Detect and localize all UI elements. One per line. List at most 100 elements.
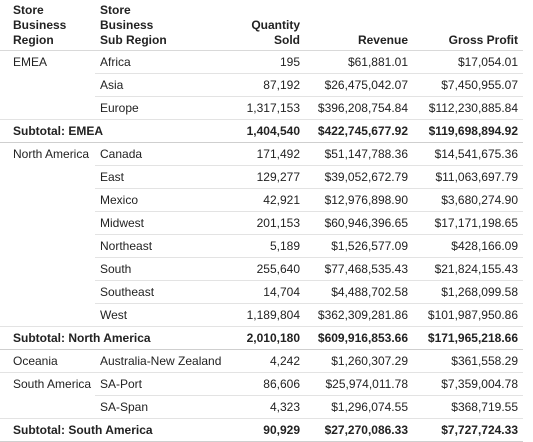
table-row[interactable]: South America SA-Port 86,606 $25,974,011.78… [0, 372, 523, 396]
cell-quantity: 201,153 [229, 211, 305, 235]
table-row[interactable]: East 129,277 $39,052,672.79 $11,063,697.79 [0, 165, 523, 189]
cell-subregion: South [95, 257, 229, 281]
table-row[interactable]: Midwest 201,153 $60,946,396.65 $17,171,198.… [0, 211, 523, 235]
cell-revenue: $61,881.01 [305, 50, 413, 74]
table-row[interactable]: Mexico 42,921 $12,976,898.90 $3,680,274.90 [0, 188, 523, 212]
cell-region [0, 189, 95, 212]
table-row[interactable]: Oceania Australia-New Zealand 4,242 $1,260,… [0, 349, 523, 373]
cell-quantity: 129,277 [229, 165, 305, 189]
subtotal-label: Subtotal: EMEA [0, 119, 229, 143]
cell-gross-profit: $17,171,198.65 [413, 211, 523, 235]
cell-subregion: SA-Span [95, 395, 229, 419]
subtotal-row: Subtotal: South America 90,929 $27,270,086… [0, 418, 523, 442]
cell-revenue: $1,296,074.55 [305, 395, 413, 419]
cell-gross-profit: $7,359,004.78 [413, 372, 523, 396]
table-row[interactable]: South 255,640 $77,468,535.43 $21,824,155.43 [0, 257, 523, 281]
table-row[interactable]: SA-Span 4,323 $1,296,074.55 $368,719.55 [0, 395, 523, 419]
cell-subregion: SA-Port [95, 372, 229, 396]
cell-quantity: 86,606 [229, 372, 305, 396]
cell-revenue: $51,147,788.36 [305, 142, 413, 166]
cell-quantity: 255,640 [229, 257, 305, 281]
cell-gross-profit: $368,719.55 [413, 395, 523, 419]
cell-quantity: 42,921 [229, 188, 305, 212]
table-row[interactable]: Asia 87,192 $26,475,042.07 $7,450,955.07 [0, 73, 523, 97]
subtotal-label: Subtotal: South America [0, 418, 229, 442]
cell-region [0, 212, 95, 235]
cell-quantity: 5,189 [229, 234, 305, 258]
table-row[interactable]: West 1,189,804 $362,309,281.86 $101,987,950… [0, 303, 523, 327]
cell-gross-profit: $101,987,950.86 [413, 303, 523, 327]
cell-subregion: Southeast [95, 280, 229, 304]
cell-gross-profit: $14,541,675.36 [413, 142, 523, 166]
table-row[interactable]: Europe 1,317,153 $396,208,754.84 $112,230,8… [0, 96, 523, 120]
table-body: EMEA Africa 195 $61,881.01 $17,054.01 Asia 87,… [0, 50, 523, 442]
cell-revenue: $4,488,702.58 [305, 280, 413, 304]
cell-revenue: $422,745,677.92 [305, 119, 413, 143]
column-header-subregion[interactable]: Store Business Sub Region [95, 0, 229, 51]
cell-region [0, 166, 95, 189]
table-row[interactable]: North America Canada 171,492 $51,147,788.36… [0, 142, 523, 166]
cell-revenue: $39,052,672.79 [305, 165, 413, 189]
cell-region: North America [13, 147, 90, 162]
cell-region: EMEA [13, 55, 48, 70]
table-row[interactable]: EMEA Africa 195 $61,881.01 $17,054.01 [0, 50, 523, 74]
cell-quantity: 2,010,180 [229, 326, 305, 350]
cell-quantity: 90,929 [229, 418, 305, 442]
cell-region [0, 303, 95, 327]
column-header-quantity[interactable]: Quantity Sold [229, 0, 305, 51]
cell-revenue: $26,475,042.07 [305, 73, 413, 97]
cell-quantity: 4,242 [229, 349, 305, 373]
cell-gross-profit: $17,054.01 [413, 50, 523, 74]
cell-revenue: $396,208,754.84 [305, 96, 413, 120]
header-row: Store Business Region Store Business Sub… [0, 0, 523, 51]
cell-gross-profit: $112,230,885.84 [413, 96, 523, 120]
cell-region: South America [13, 377, 92, 392]
cell-subregion: Europe [95, 96, 229, 120]
cell-region [0, 395, 95, 419]
cell-subregion: Asia [95, 73, 229, 97]
cell-quantity: 195 [229, 50, 305, 74]
cell-quantity: 171,492 [229, 142, 305, 166]
subtotal-row: Subtotal: EMEA 1,404,540 $422,745,677.92 $1… [0, 119, 523, 143]
cell-gross-profit: $171,965,218.66 [413, 326, 523, 350]
cell-revenue: $27,270,086.33 [305, 418, 413, 442]
cell-quantity: 1,317,153 [229, 96, 305, 120]
column-header-region[interactable]: Store Business Region [0, 0, 95, 51]
subtotal-row: Subtotal: North America 2,010,180 $609,916… [0, 326, 523, 350]
cell-revenue: $609,916,853.66 [305, 326, 413, 350]
cell-region [0, 235, 95, 258]
cell-revenue: $60,946,396.65 [305, 211, 413, 235]
cell-revenue: $12,976,898.90 [305, 188, 413, 212]
cell-subregion: Canada [95, 142, 229, 166]
cell-region [0, 258, 95, 281]
cell-revenue: $77,468,535.43 [305, 257, 413, 281]
cell-subregion: Australia-New Zealand [95, 349, 229, 373]
table-row[interactable]: Southeast 14,704 $4,488,702.58 $1,268,099.5… [0, 280, 523, 304]
cell-gross-profit: $21,824,155.43 [413, 257, 523, 281]
cell-gross-profit: $11,063,697.79 [413, 165, 523, 189]
cell-revenue: $1,260,307.29 [305, 349, 413, 373]
cell-region [0, 74, 95, 97]
cell-region: Oceania [0, 349, 95, 373]
table-row[interactable]: Northeast 5,189 $1,526,577.09 $428,166.09 [0, 234, 523, 258]
cell-gross-profit: $7,727,724.33 [413, 418, 523, 442]
cell-quantity: 4,323 [229, 395, 305, 419]
cell-quantity: 14,704 [229, 280, 305, 304]
cell-gross-profit: $119,698,894.92 [413, 119, 523, 143]
cell-gross-profit: $3,680,274.90 [413, 188, 523, 212]
cell-revenue: $1,526,577.09 [305, 234, 413, 258]
cell-subregion: West [95, 303, 229, 327]
column-header-revenue[interactable]: Revenue [305, 0, 413, 51]
cell-revenue: $362,309,281.86 [305, 303, 413, 327]
cell-gross-profit: $361,558.29 [413, 349, 523, 373]
subtotal-label: Subtotal: North America [0, 326, 229, 350]
cell-subregion: Africa [95, 50, 229, 74]
cell-gross-profit: $7,450,955.07 [413, 73, 523, 97]
cell-gross-profit: $1,268,099.58 [413, 280, 523, 304]
column-header-gross-profit[interactable]: Gross Profit [413, 0, 523, 51]
cell-subregion: Midwest [95, 211, 229, 235]
cell-quantity: 1,404,540 [229, 119, 305, 143]
cell-subregion: East [95, 165, 229, 189]
cell-region [0, 96, 95, 120]
